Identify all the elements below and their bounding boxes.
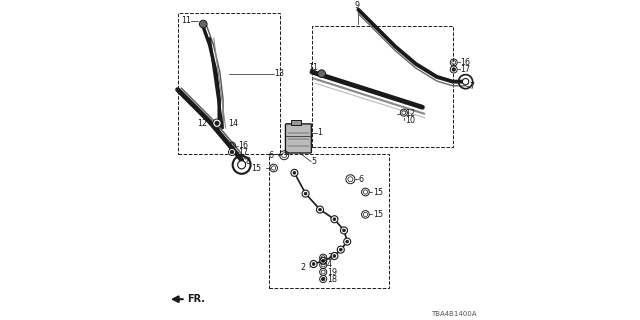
Text: 6: 6 — [269, 151, 274, 160]
Circle shape — [213, 119, 221, 127]
Circle shape — [322, 260, 324, 262]
Text: 15: 15 — [372, 210, 383, 219]
Circle shape — [344, 238, 351, 245]
Circle shape — [450, 66, 457, 73]
Circle shape — [333, 255, 336, 257]
FancyBboxPatch shape — [285, 124, 312, 153]
Text: FR.: FR. — [188, 294, 205, 304]
Text: 9: 9 — [354, 1, 359, 10]
Text: 2: 2 — [300, 263, 306, 272]
Circle shape — [339, 248, 342, 251]
Circle shape — [312, 263, 315, 265]
Text: 19: 19 — [327, 268, 337, 276]
Circle shape — [302, 190, 309, 197]
Text: 14: 14 — [228, 119, 238, 128]
Bar — [312, 26, 452, 147]
Bar — [269, 154, 388, 288]
Text: 15: 15 — [372, 188, 383, 196]
Text: 17: 17 — [239, 148, 248, 156]
Text: 16: 16 — [239, 141, 248, 150]
Circle shape — [228, 148, 236, 156]
Text: 18: 18 — [327, 275, 337, 284]
Text: 8: 8 — [246, 157, 251, 166]
Circle shape — [310, 260, 317, 268]
Circle shape — [291, 169, 298, 176]
Bar — [291, 120, 301, 125]
Text: 15: 15 — [252, 164, 262, 172]
Text: 11: 11 — [308, 63, 318, 72]
Text: 13: 13 — [275, 69, 284, 78]
Text: 3: 3 — [327, 253, 332, 262]
Circle shape — [320, 276, 326, 283]
Circle shape — [346, 240, 349, 243]
Circle shape — [200, 20, 207, 28]
Text: 10: 10 — [405, 116, 415, 124]
Circle shape — [304, 192, 307, 195]
Text: 17: 17 — [460, 65, 470, 74]
Circle shape — [215, 121, 219, 125]
Circle shape — [321, 277, 325, 281]
Circle shape — [318, 70, 325, 77]
Text: 1: 1 — [317, 129, 323, 138]
Text: 4: 4 — [327, 260, 332, 269]
Circle shape — [319, 208, 321, 211]
Text: 12: 12 — [197, 119, 207, 128]
Text: 12: 12 — [405, 109, 415, 118]
Circle shape — [452, 68, 456, 71]
Text: 11: 11 — [181, 16, 191, 25]
Circle shape — [230, 150, 234, 154]
Circle shape — [331, 216, 338, 223]
Circle shape — [463, 78, 468, 85]
Circle shape — [320, 257, 326, 264]
Circle shape — [340, 227, 348, 234]
Circle shape — [337, 246, 344, 253]
Bar — [178, 13, 280, 154]
Text: 7: 7 — [469, 82, 474, 91]
Circle shape — [317, 206, 323, 213]
Circle shape — [342, 229, 346, 232]
Circle shape — [293, 172, 296, 174]
Circle shape — [331, 252, 338, 260]
Text: 16: 16 — [460, 58, 470, 67]
Text: 6: 6 — [358, 175, 364, 184]
Circle shape — [237, 161, 246, 169]
Text: TBA4B1400A: TBA4B1400A — [431, 311, 477, 317]
Text: 5: 5 — [312, 157, 317, 166]
Circle shape — [333, 218, 336, 220]
